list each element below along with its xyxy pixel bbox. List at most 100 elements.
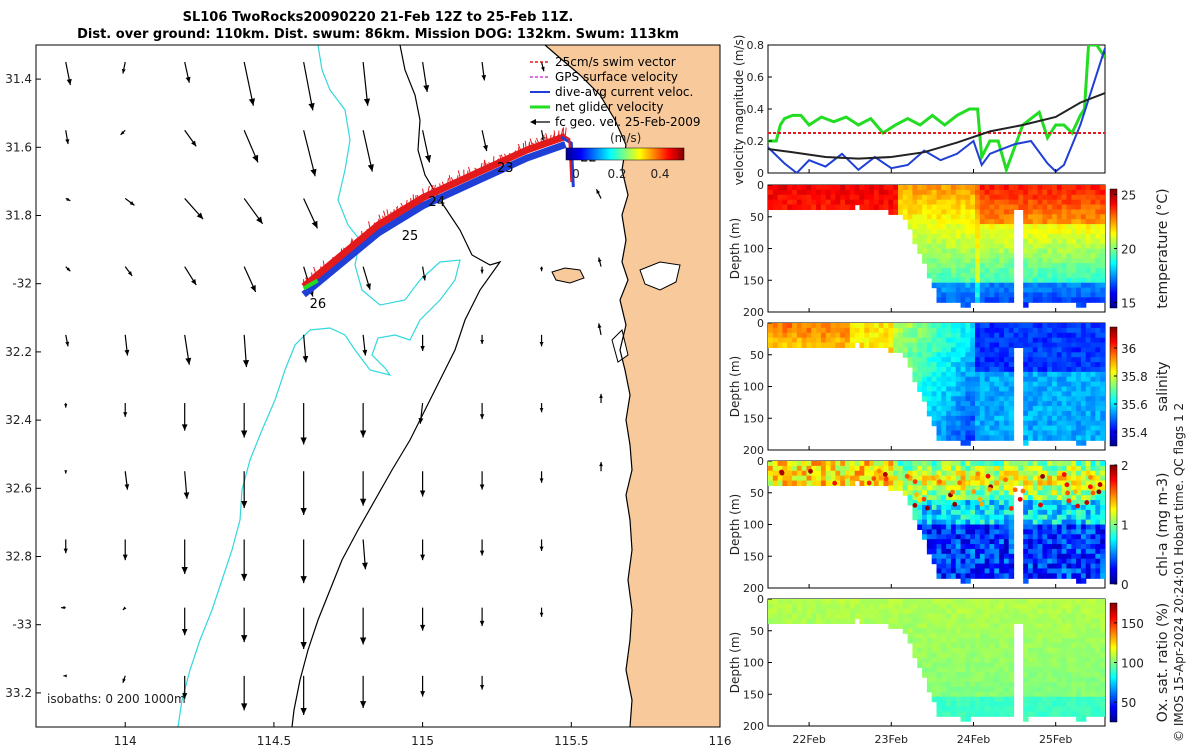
section-ylabel: Depth (m) [728, 356, 742, 417]
section-cell [1085, 292, 1092, 298]
section-cell [859, 199, 865, 206]
section-cell [1052, 603, 1058, 610]
section-cell [1047, 461, 1053, 467]
section-cell [845, 613, 851, 620]
section-cell [1090, 652, 1096, 659]
section-cell [931, 209, 938, 215]
section-cell [787, 599, 793, 605]
section-cell [864, 465, 870, 472]
section-cell [878, 465, 885, 472]
section-cell [840, 608, 846, 615]
section-cell [1042, 465, 1048, 472]
section-cell [1076, 548, 1082, 555]
section-cell [1085, 461, 1092, 467]
section-cell [926, 189, 933, 196]
chl-high-point [952, 501, 958, 507]
section-cell [1066, 677, 1072, 683]
section-cell [1100, 386, 1105, 392]
section-cell [979, 248, 986, 254]
section-cell [1027, 430, 1034, 436]
section-cell [1042, 691, 1048, 698]
section-cell [1080, 548, 1087, 555]
section-cell [1032, 480, 1039, 487]
section-cell [1027, 243, 1034, 250]
section-cell [931, 410, 938, 417]
chl-high-point [1090, 490, 1096, 496]
section-cell [994, 647, 1000, 654]
section-cell [1003, 613, 1010, 620]
section-cell [994, 662, 1000, 668]
current-vector [420, 334, 425, 351]
section-cell [960, 544, 966, 550]
section-cell [926, 337, 933, 344]
section-cell [854, 470, 861, 477]
section-cell [960, 716, 966, 722]
section-cell [931, 386, 938, 392]
section-cell [1047, 366, 1053, 373]
section-cell [917, 599, 923, 605]
section-cell [1003, 504, 1010, 511]
section-cell [907, 470, 914, 477]
section-cell [897, 332, 904, 339]
section-cell [1027, 642, 1034, 649]
section-cell [1100, 495, 1105, 501]
section-cell [772, 465, 779, 472]
section-cell [806, 332, 812, 339]
section-cell [878, 204, 885, 211]
section-cell [1090, 199, 1096, 206]
section-cell [796, 185, 803, 191]
section-cell [936, 568, 942, 574]
section-cell [1047, 233, 1053, 240]
section-cell [926, 323, 933, 329]
section-cell [1061, 647, 1068, 654]
section-cell [975, 396, 981, 402]
section-cell [1080, 691, 1087, 698]
section-cell [912, 332, 918, 339]
section-cell [1018, 461, 1024, 467]
section-cell [1037, 401, 1044, 407]
section-cell [994, 696, 1000, 703]
section-cell [907, 327, 914, 334]
section-cell [1090, 706, 1096, 712]
section-cell [1037, 282, 1044, 289]
section-cell [946, 282, 952, 289]
section-cell [787, 327, 793, 334]
section-cell [1032, 248, 1039, 254]
section-cell [1023, 608, 1029, 615]
speed-colorbar-scale [565, 147, 685, 161]
section-cell [989, 376, 995, 383]
legend-swatch-geo-head [530, 119, 536, 125]
section-cell [1037, 706, 1044, 712]
section-cell [1008, 224, 1015, 230]
section-cell [1056, 534, 1063, 540]
section-cell [917, 465, 923, 472]
section-cell [1013, 337, 1019, 344]
section-cell [994, 337, 1000, 344]
section-cell [1076, 701, 1082, 708]
section-cell [955, 677, 962, 683]
section-cell [1037, 563, 1044, 570]
section-cell [1076, 297, 1082, 303]
section-cell [1080, 633, 1087, 639]
section-cell [970, 548, 976, 555]
section-cell [816, 342, 822, 349]
section-cell [792, 599, 798, 605]
section-cell [1056, 563, 1063, 570]
section-cell [955, 185, 962, 191]
section-cell [1027, 371, 1034, 378]
section-cell [1066, 292, 1072, 298]
section-cell [1071, 347, 1077, 353]
section-cell [1056, 342, 1063, 349]
section-ytick-label: 200 [743, 444, 764, 457]
section-cell [926, 406, 933, 412]
section-cell [1032, 642, 1039, 649]
section-cell [897, 465, 904, 472]
section-cell [1003, 529, 1010, 535]
section-cell [926, 599, 933, 605]
section-cell [1095, 327, 1101, 334]
current-vector-head [420, 624, 426, 631]
section-cell [950, 228, 957, 235]
swim-vector-tick [456, 175, 459, 181]
section-cell [1052, 352, 1058, 358]
section-cell [1037, 553, 1044, 560]
